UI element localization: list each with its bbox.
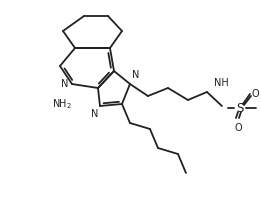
Text: S: S <box>236 102 244 114</box>
Text: N: N <box>91 109 98 119</box>
Text: NH: NH <box>214 78 229 88</box>
Text: N: N <box>61 79 68 89</box>
Text: O: O <box>234 123 242 133</box>
Text: O: O <box>252 89 260 99</box>
Text: N: N <box>132 70 139 80</box>
Text: NH$_2$: NH$_2$ <box>52 97 72 111</box>
